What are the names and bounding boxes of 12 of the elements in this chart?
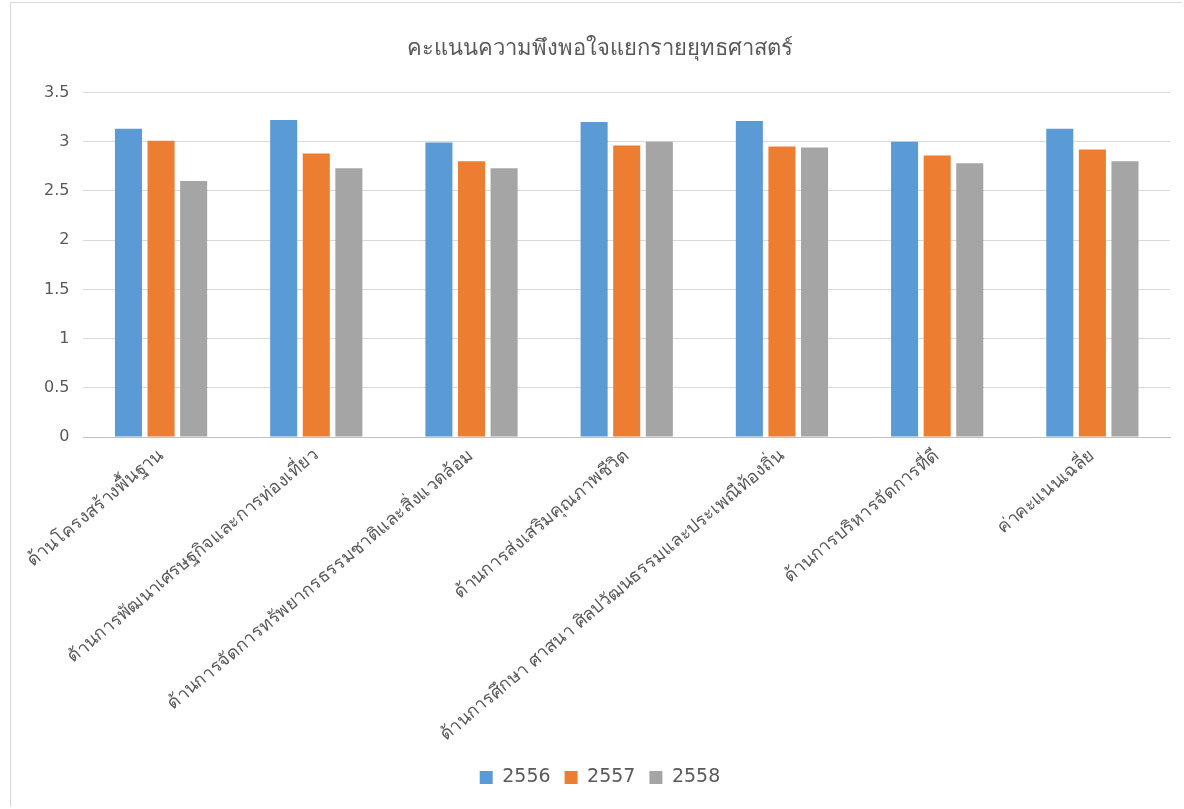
legend-label: 2556 [502,764,551,787]
y-tick-label: 0.5 [43,376,70,396]
y-tick-label: 0 [59,426,70,446]
y-tick-label: 1.5 [43,278,70,298]
y-tick-label: 2 [59,229,70,249]
y-tick-label: 3 [59,130,70,150]
legend-label: 2557 [587,764,636,787]
y-tick-label: 2.5 [43,180,70,200]
legend-label: 2558 [671,764,721,787]
y-tick-label: 1 [59,327,70,347]
chart-title: คะแนนความพึงพอใจแยกรายยุทธศาสตร์ [407,34,793,61]
y-tick-label: 3.5 [43,81,70,101]
